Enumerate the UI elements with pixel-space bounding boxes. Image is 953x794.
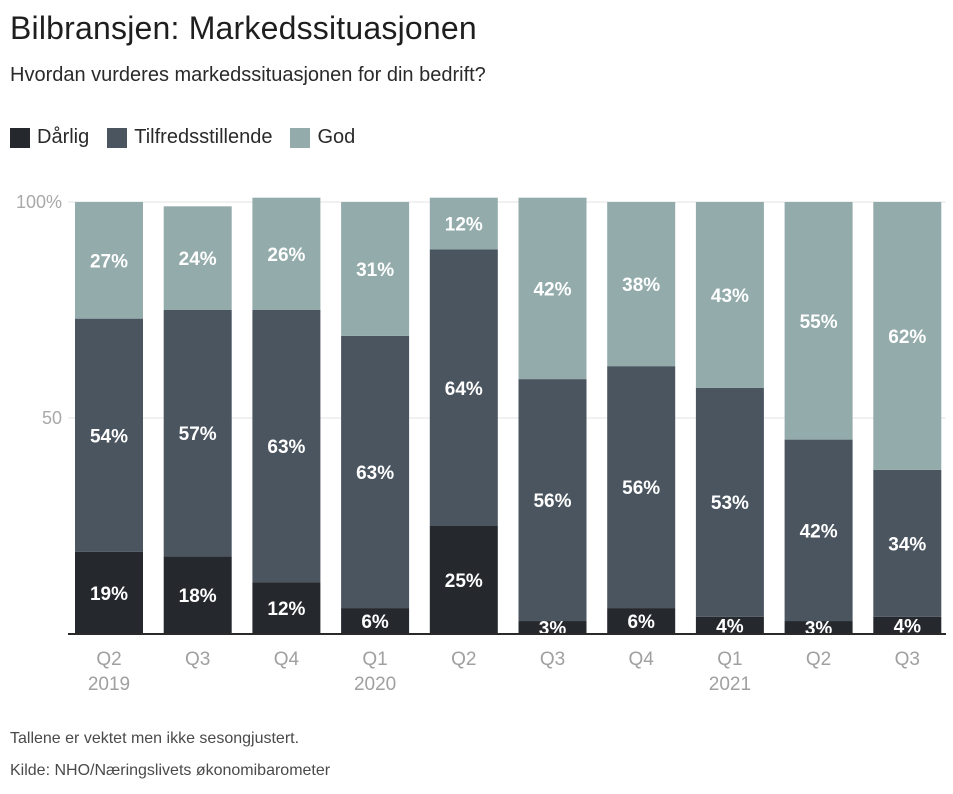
- legend-label-tilfredsstillende: Tilfredsstillende: [134, 126, 273, 148]
- legend-swatch-god: [290, 127, 311, 148]
- bar-god-5: [518, 197, 587, 380]
- data-label: 12%: [445, 215, 483, 236]
- data-label: 19%: [90, 584, 128, 605]
- bar-god-2: [252, 197, 321, 310]
- data-label: 27%: [90, 251, 128, 272]
- bar-god-9: [873, 202, 942, 470]
- x-tick-label: Q4: [274, 649, 300, 670]
- footnote: Tallene er vektet men ikke sesongjustert…: [10, 730, 300, 747]
- y-tick-label: 100%: [16, 192, 62, 212]
- bar-tilfredsstillende-1: [163, 310, 232, 557]
- data-label: 31%: [356, 260, 394, 281]
- bar-d-rlig-9: [873, 616, 942, 634]
- bar-god-4: [429, 197, 498, 250]
- legend-swatch-darlig: [10, 127, 30, 148]
- data-label: 26%: [267, 245, 305, 266]
- bar-d-rlig-4: [429, 526, 498, 634]
- legend-item-god: God: [290, 126, 355, 149]
- bar-god-8: [784, 202, 853, 440]
- bar-tilfredsstillende-0: [75, 318, 143, 552]
- data-label: 54%: [90, 426, 128, 447]
- data-label: 18%: [179, 586, 217, 607]
- x-tick-label: Q3: [895, 649, 920, 670]
- data-label: 64%: [445, 379, 483, 400]
- data-label: 6%: [361, 612, 389, 633]
- bar-god-3: [341, 202, 410, 336]
- chart-title: Bilbransjen: Markedssituasjonen: [10, 10, 477, 46]
- bar-tilfredsstillende-6: [607, 366, 676, 609]
- data-label: 34%: [888, 534, 926, 555]
- data-label: 42%: [533, 279, 571, 300]
- bar-tilfredsstillende-7: [695, 387, 764, 617]
- legend: Dårlig Tilfredsstillende God: [10, 126, 373, 149]
- x-tick-year-label: 2021: [709, 674, 751, 695]
- data-label: 56%: [622, 478, 660, 499]
- legend-item-darlig: Dårlig: [10, 126, 89, 149]
- legend-item-tilfredsstillende: Tilfredsstillende: [107, 126, 272, 149]
- x-tick-label: Q1: [362, 649, 387, 670]
- x-tick-year-label: 2020: [354, 674, 396, 695]
- x-tick-year-label: 2019: [88, 674, 130, 695]
- stacked-bar-chart: 100% 50 19% 54% 27% 18% 57% 24% 12% 63% 26% 6% 63% 31…: [16, 192, 946, 695]
- data-label: 3%: [539, 619, 567, 640]
- source-note: Kilde: NHO/Næringslivets økonomibaromete…: [10, 762, 331, 779]
- bar-god-0: [75, 202, 143, 319]
- bar-god-1: [163, 206, 232, 310]
- bar-d-rlig-1: [163, 556, 232, 634]
- data-label: 4%: [894, 616, 922, 637]
- x-tick-label: Q2: [96, 649, 121, 670]
- bar-d-rlig-5: [518, 621, 587, 634]
- bar-god-6: [607, 202, 676, 367]
- bar-tilfredsstillende-5: [518, 379, 587, 622]
- data-label: 38%: [622, 275, 660, 296]
- bar-d-rlig-2: [252, 582, 321, 634]
- x-tick-label: Q3: [185, 649, 210, 670]
- data-label: 4%: [716, 616, 744, 637]
- x-tick-label: Q2: [451, 649, 476, 670]
- bar-d-rlig-6: [607, 608, 676, 634]
- bar-tilfredsstillende-4: [429, 249, 498, 526]
- data-label: 43%: [711, 286, 749, 307]
- data-label: 62%: [888, 327, 926, 348]
- bar-tilfredsstillende-8: [784, 439, 853, 622]
- bar-tilfredsstillende-9: [873, 469, 942, 617]
- bar-tilfredsstillende-2: [252, 310, 321, 583]
- data-label: 24%: [179, 249, 217, 270]
- data-label: 3%: [805, 619, 833, 640]
- data-label: 55%: [800, 312, 838, 333]
- data-label: 12%: [267, 599, 305, 620]
- data-label: 6%: [627, 612, 655, 633]
- y-tick-label: 50: [42, 408, 62, 428]
- legend-label-darlig: Dårlig: [37, 126, 90, 148]
- bar-god-7: [695, 202, 764, 388]
- x-tick-label: Q4: [629, 649, 655, 670]
- x-tick-label: Q3: [540, 649, 565, 670]
- data-label: 57%: [179, 424, 217, 445]
- data-label: 63%: [267, 437, 305, 458]
- bar-d-rlig-0: [75, 551, 143, 634]
- bar-tilfredsstillende-3: [341, 335, 410, 609]
- legend-label-god: God: [317, 126, 356, 148]
- legend-swatch-tilfredsstillende: [107, 127, 128, 148]
- bar-d-rlig-8: [784, 621, 853, 634]
- data-label: 42%: [800, 521, 838, 542]
- chart-subtitle: Hvordan vurderes markedssituasjonen for …: [10, 64, 486, 86]
- data-label: 63%: [356, 463, 394, 484]
- bar-d-rlig-3: [341, 608, 410, 634]
- data-label: 56%: [533, 491, 571, 512]
- x-tick-label: Q2: [806, 649, 831, 670]
- bar-d-rlig-7: [695, 616, 764, 634]
- data-label: 53%: [711, 493, 749, 514]
- x-tick-label: Q1: [717, 649, 742, 670]
- data-label: 25%: [445, 571, 483, 592]
